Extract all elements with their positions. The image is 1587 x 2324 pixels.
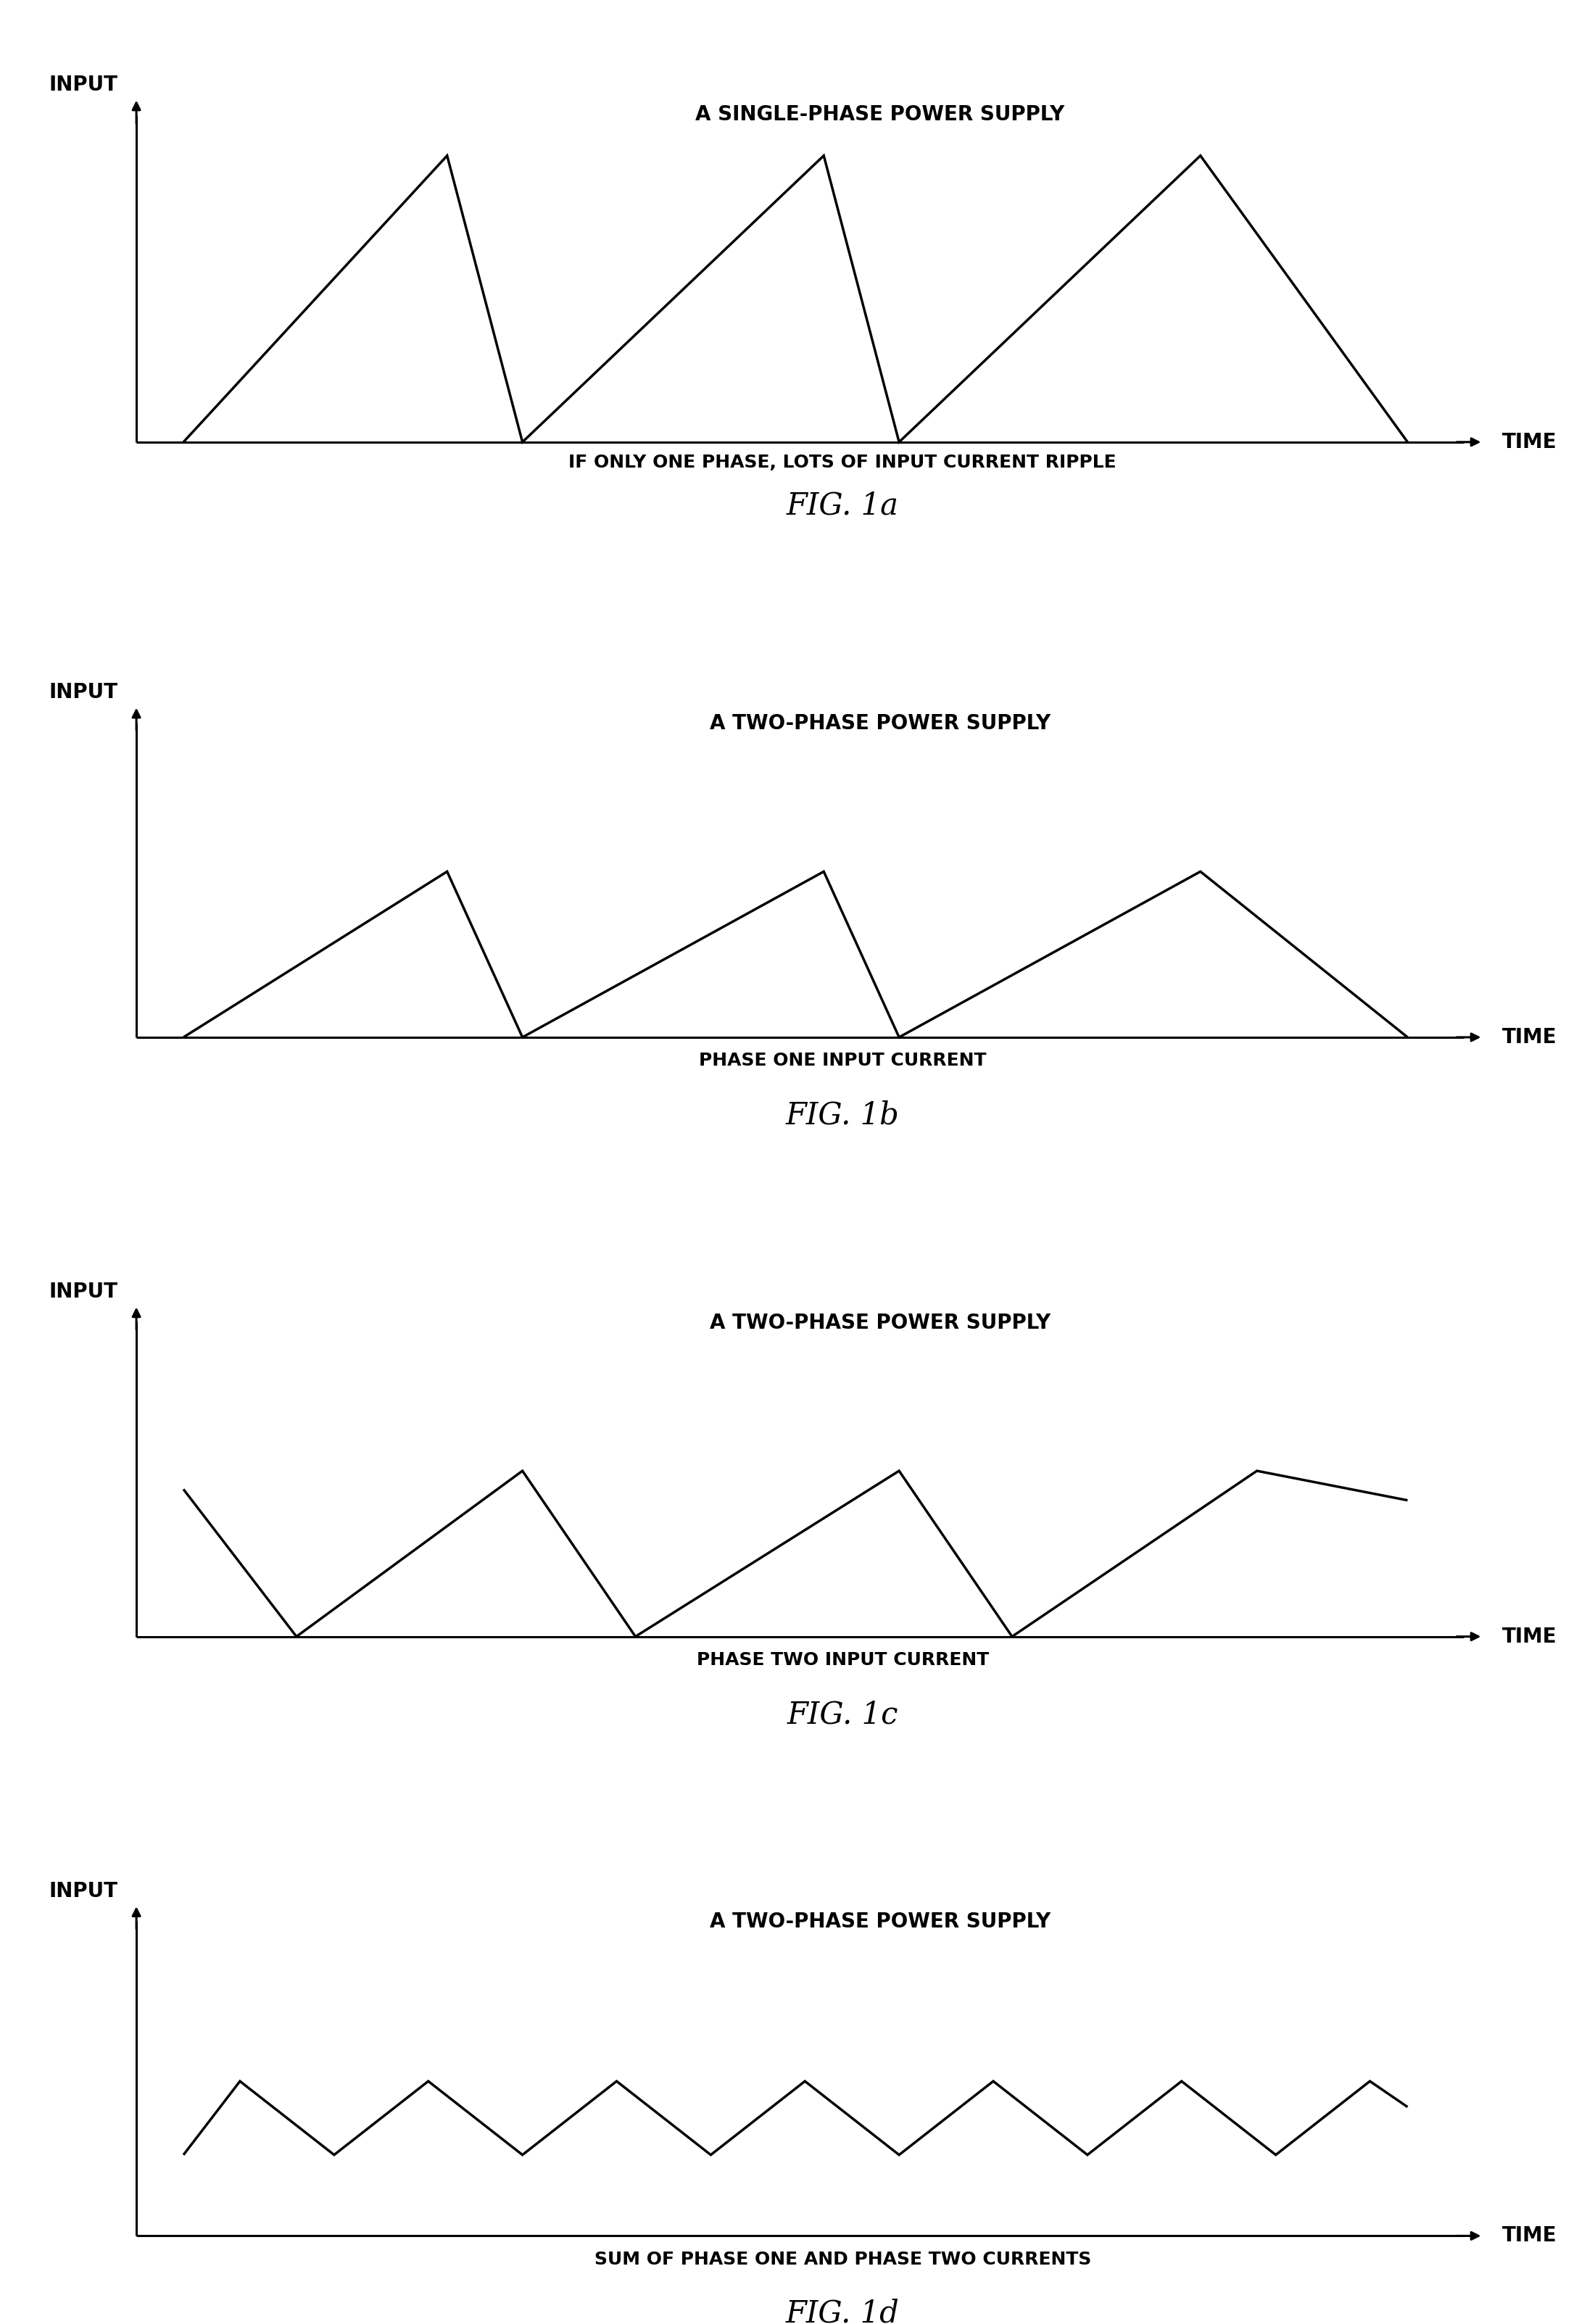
Text: IF ONLY ONE PHASE, LOTS OF INPUT CURRENT RIPPLE: IF ONLY ONE PHASE, LOTS OF INPUT CURRENT… [568,453,1117,472]
Text: INPUT: INPUT [49,1281,117,1301]
Text: TIME: TIME [1501,2226,1557,2245]
Text: A TWO-PHASE POWER SUPPLY: A TWO-PHASE POWER SUPPLY [709,1913,1051,1931]
Text: A TWO-PHASE POWER SUPPLY: A TWO-PHASE POWER SUPPLY [709,713,1051,734]
Text: FIG. 1d: FIG. 1d [786,2298,900,2324]
Text: TIME: TIME [1501,432,1557,453]
Text: TIME: TIME [1501,1027,1557,1048]
Text: FIG. 1c: FIG. 1c [787,1699,898,1729]
Text: INPUT: INPUT [49,1880,117,1901]
Text: INPUT: INPUT [49,683,117,702]
Text: FIG. 1b: FIG. 1b [786,1099,900,1129]
Text: INPUT: INPUT [49,74,117,95]
Text: SUM OF PHASE ONE AND PHASE TWO CURRENTS: SUM OF PHASE ONE AND PHASE TWO CURRENTS [594,2250,1090,2268]
Text: FIG. 1a: FIG. 1a [787,490,898,521]
Text: PHASE TWO INPUT CURRENT: PHASE TWO INPUT CURRENT [697,1652,989,1669]
Text: A TWO-PHASE POWER SUPPLY: A TWO-PHASE POWER SUPPLY [709,1313,1051,1332]
Text: TIME: TIME [1501,1627,1557,1648]
Text: PHASE ONE INPUT CURRENT: PHASE ONE INPUT CURRENT [698,1053,986,1069]
Text: A SINGLE-PHASE POWER SUPPLY: A SINGLE-PHASE POWER SUPPLY [695,105,1065,125]
